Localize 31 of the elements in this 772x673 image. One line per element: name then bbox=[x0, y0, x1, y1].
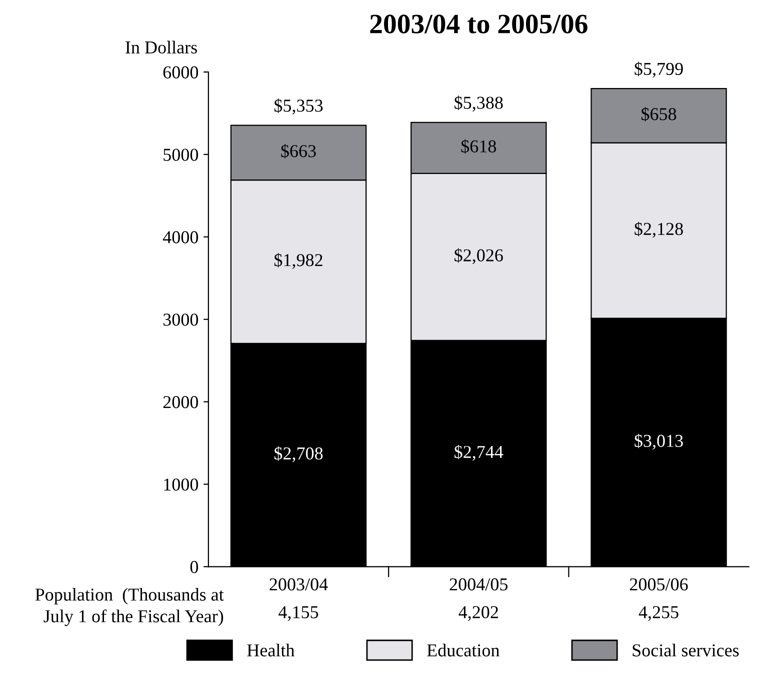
data-label: $658 bbox=[641, 106, 676, 122]
y-tick-label: 5000 bbox=[164, 148, 198, 161]
data-label: $663 bbox=[281, 144, 316, 158]
data-label: $1,982 bbox=[274, 252, 322, 269]
text: 4,255 bbox=[638, 606, 678, 621]
legend-label: Social services bbox=[632, 644, 739, 656]
text: 4,155 bbox=[278, 606, 318, 621]
text: Population (Thousands at July 1 of the Fiscal Year) bbox=[35, 588, 224, 626]
data-label: $2,708 bbox=[274, 446, 323, 462]
y-tick-label: 6000 bbox=[163, 66, 198, 78]
text: 4,202 bbox=[458, 606, 498, 621]
total-label: $5,799 bbox=[634, 62, 683, 78]
chart-title: 2003/04 to 2005/06 bbox=[370, 14, 588, 34]
y-tick-label: 3000 bbox=[163, 314, 198, 326]
data-label: $2,026 bbox=[454, 248, 503, 264]
y-tick-label: 4000 bbox=[162, 231, 198, 244]
legend-label: Health bbox=[247, 644, 295, 656]
x-tick-label: 2005/06 bbox=[630, 578, 688, 590]
data-label: $618 bbox=[461, 139, 496, 154]
data-label: $3,013 bbox=[634, 434, 683, 450]
total-label: $5,353 bbox=[274, 98, 323, 114]
data-label: $2,128 bbox=[634, 222, 683, 238]
x-tick-label: 2004/05 bbox=[450, 578, 508, 590]
data-label: $2,744 bbox=[454, 444, 504, 461]
y-tick-label: 2000 bbox=[163, 396, 198, 408]
x-tick-label: 2003/04 bbox=[270, 578, 328, 590]
y-tick-label: 1000 bbox=[164, 478, 198, 491]
y-axis-title: In Dollars bbox=[126, 40, 197, 54]
legend-label: Education bbox=[427, 644, 500, 656]
total-label: $5,388 bbox=[454, 96, 503, 112]
y-tick-label: 0 bbox=[190, 560, 198, 574]
